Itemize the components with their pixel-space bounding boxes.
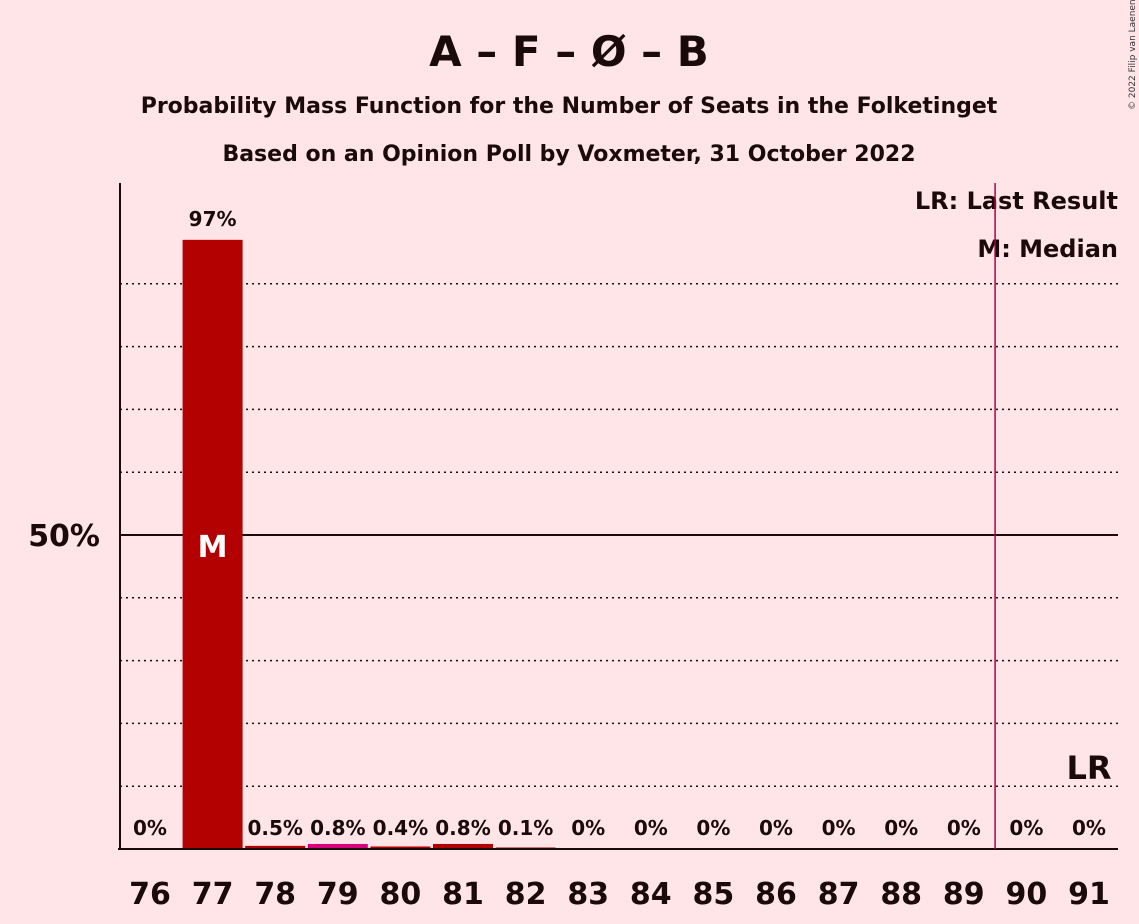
data-label-77: 97% [189,207,237,231]
data-label-86: 0% [759,816,793,840]
x-tick-label-91: 91 [1068,877,1110,912]
bar-77 [182,239,243,850]
bar-79 [307,843,368,849]
x-tick-label-84: 84 [630,877,672,912]
x-tick-label-81: 81 [442,877,484,912]
chart-subtitle: Probability Mass Function for the Number… [141,94,998,119]
data-label-81: 0.8% [435,816,490,840]
y-tick-label: 50% [28,519,100,554]
data-label-82: 0.1% [498,816,553,840]
data-label-78: 0.5% [247,816,302,840]
last-result-marker: LR [1066,749,1111,787]
data-label-83: 0% [571,816,605,840]
x-tick-label-78: 78 [254,877,296,912]
bar-78 [245,845,306,849]
data-label-91: 0% [1072,816,1106,840]
x-tick-label-82: 82 [505,877,547,912]
x-tick-label-79: 79 [317,877,359,912]
data-label-80: 0.4% [373,816,428,840]
data-label-84: 0% [634,816,668,840]
legend-median: M: Median [977,235,1118,263]
data-labels: 0% 97% 0.5% 0.8% 0.4% 0.8% 0.1% 0% 0% 0% 0% 0% 0% 0% 0… [133,207,1106,840]
x-tick-label-80: 80 [380,877,422,912]
bars [182,239,556,850]
data-label-76: 0% [133,816,167,840]
data-label-87: 0% [822,816,856,840]
x-tick-label-89: 89 [943,877,985,912]
x-tick-label-88: 88 [880,877,922,912]
annotations: M LR [198,183,1112,849]
chart-source: Based on an Opinion Poll by Voxmeter, 31… [222,142,915,167]
x-tick-label-90: 90 [1006,877,1048,912]
x-tick-label-87: 87 [818,877,860,912]
x-tick-label-86: 86 [755,877,797,912]
x-axis-ticks: 76 77 78 79 80 81 82 83 84 85 86 87 88 89 90 91 [129,877,1110,912]
data-label-79: 0.8% [310,816,365,840]
data-label-85: 0% [696,816,730,840]
gridlines [120,283,1118,787]
copyright-text: © 2022 Filip van Laenen [1128,0,1138,110]
data-label-90: 0% [1009,816,1043,840]
data-label-89: 0% [947,816,981,840]
x-tick-label-77: 77 [192,877,234,912]
bar-81 [433,843,493,849]
legend-last-result: LR: Last Result [915,187,1118,215]
chart-title: A – F – Ø – B [429,27,709,76]
x-tick-label-85: 85 [693,877,735,912]
x-tick-label-76: 76 [129,877,171,912]
y-axis-ticks: 50% [28,519,100,554]
median-marker: M [198,530,228,565]
data-label-88: 0% [884,816,918,840]
x-tick-label-83: 83 [567,877,609,912]
bar-80 [370,846,431,849]
